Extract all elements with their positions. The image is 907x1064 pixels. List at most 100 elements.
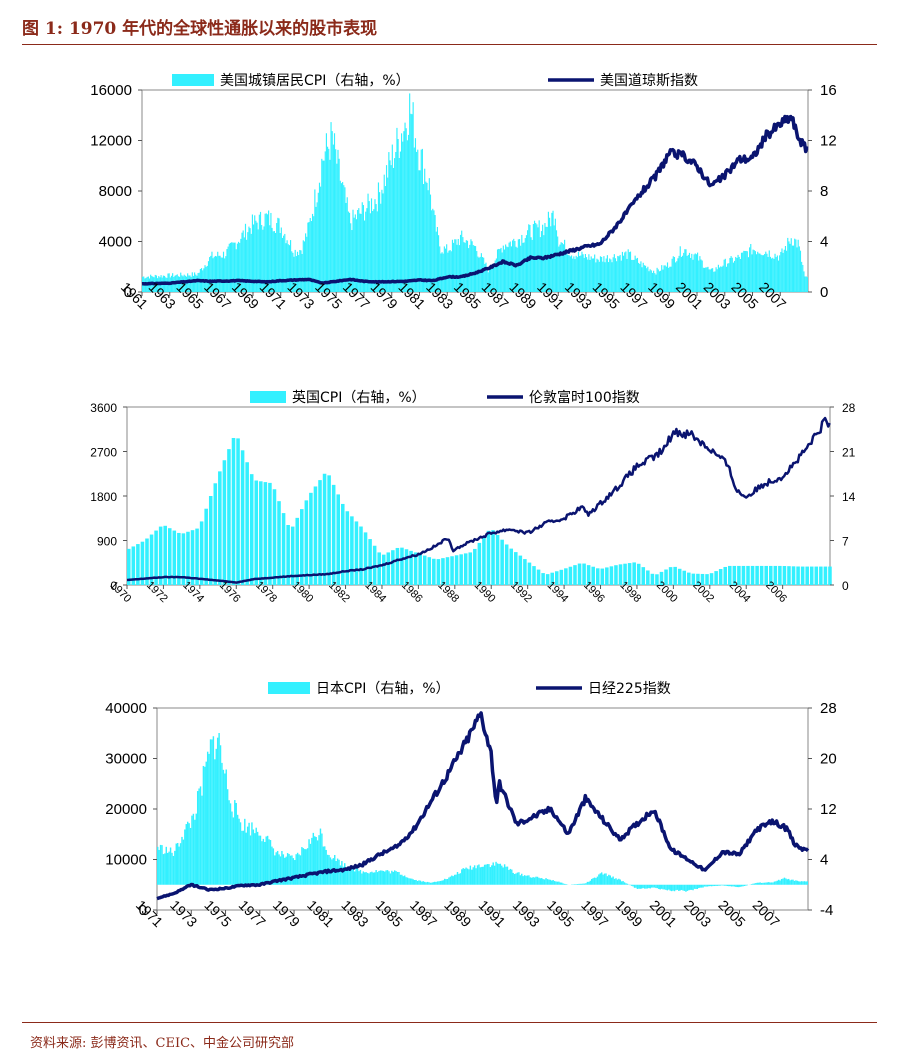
- cpi-bar: [405, 877, 407, 885]
- cpi-bar: [310, 221, 312, 292]
- cpi-bar: [638, 884, 640, 889]
- cpi-bar: [185, 276, 188, 292]
- cpi-bar: [607, 262, 610, 292]
- cpi-bar: [797, 239, 799, 292]
- cpi-bar: [623, 563, 627, 585]
- cpi-bar: [276, 223, 278, 292]
- cpi-bar: [302, 848, 305, 885]
- cpi-bar: [776, 255, 778, 292]
- cpi-bar: [677, 258, 679, 292]
- cpi-bar: [446, 879, 449, 885]
- cpi-bar: [456, 871, 459, 885]
- cpi-bar: [684, 249, 686, 292]
- cpi-bar: [717, 264, 719, 292]
- cpi-bar: [728, 263, 730, 292]
- cpi-bar: [172, 530, 177, 585]
- cpi-bar: [502, 245, 504, 292]
- cpi-bar: [400, 547, 404, 585]
- cpi-bar: [168, 851, 170, 885]
- cpi-bar: [276, 850, 279, 885]
- cpi-bar: [800, 881, 803, 885]
- cpi-bar: [586, 881, 589, 885]
- cpi-bar: [575, 255, 577, 292]
- cpi-bar: [202, 765, 205, 885]
- cpi-bar: [372, 872, 374, 885]
- cpi-bar: [438, 881, 440, 885]
- cpi-bar: [191, 815, 193, 885]
- cpi-bar: [624, 252, 626, 292]
- bottom-rule: [22, 1022, 877, 1023]
- cpi-bar: [714, 571, 718, 585]
- cpi-bar: [651, 272, 654, 292]
- cpi-bar: [377, 552, 381, 585]
- cpi-bar: [646, 884, 649, 889]
- cpi-bar: [172, 855, 175, 885]
- cpi-bar: [218, 255, 220, 292]
- cpi-bar: [550, 572, 554, 585]
- cpi-bar: [615, 878, 617, 885]
- cpi-bar: [242, 830, 245, 885]
- cpi-bar: [635, 258, 637, 292]
- cpi-bar: [378, 870, 380, 885]
- cpi-bar: [443, 246, 445, 292]
- cpi-bar: [201, 795, 203, 885]
- cpi-bar: [508, 869, 510, 885]
- cpi-bar: [188, 823, 190, 885]
- cpi-bar: [184, 829, 186, 885]
- cpi-bar: [506, 866, 509, 885]
- cpi-bar: [641, 267, 643, 292]
- cpi-bar: [679, 884, 681, 891]
- cpi-bar: [225, 769, 227, 885]
- cpi-bar: [669, 266, 671, 292]
- cpi-bar: [798, 246, 800, 292]
- cpi-bar: [458, 873, 460, 885]
- cpi-bar: [654, 273, 656, 292]
- cpi-bar: [636, 257, 639, 292]
- cpi-bar: [295, 256, 297, 292]
- cpi-bar: [433, 881, 436, 885]
- right-axis-label: 4: [820, 234, 828, 251]
- cpi-bar: [594, 254, 596, 292]
- cpi-bar: [268, 482, 272, 585]
- cpi-bar: [352, 869, 355, 885]
- cpi-bar: [219, 255, 221, 292]
- cpi-bar: [793, 880, 796, 885]
- cpi-bar: [158, 849, 160, 885]
- cpi-bar: [774, 253, 776, 292]
- cpi-bar: [681, 255, 684, 292]
- cpi-bar: [269, 840, 272, 885]
- cpi-bar: [338, 158, 340, 292]
- cpi-bar: [428, 882, 430, 885]
- cpi-bar: [252, 829, 255, 885]
- cpi-bar: [404, 549, 409, 585]
- cpi-bar: [177, 276, 179, 292]
- cpi-bar: [338, 859, 340, 885]
- cpi-bar: [692, 884, 694, 891]
- cpi-bar: [264, 213, 266, 292]
- cpi-bar: [145, 538, 149, 585]
- cpi-bar: [644, 265, 647, 292]
- cpi-bar: [288, 245, 290, 292]
- cpi-bar: [295, 854, 297, 885]
- cpi-bar: [498, 863, 500, 885]
- cpi-bar: [179, 843, 182, 885]
- cpi-bar: [425, 181, 427, 292]
- cpi-bar: [512, 872, 514, 885]
- cpi-bar: [792, 245, 795, 292]
- cpi-bar: [432, 882, 434, 885]
- cpi-bar: [479, 867, 482, 885]
- cpi-bar: [605, 873, 607, 885]
- cpi-bar: [740, 252, 743, 292]
- cpi-bar: [782, 252, 784, 292]
- cpi-bar: [459, 234, 462, 292]
- cpi-bar: [609, 566, 614, 585]
- cpi-bar: [496, 249, 499, 292]
- cpi-bar: [346, 866, 349, 885]
- cpi-bar: [657, 269, 659, 292]
- cpi-bar: [293, 256, 295, 292]
- cpi-bar: [488, 864, 490, 885]
- cpi-bar: [655, 884, 657, 889]
- cpi-bar: [283, 235, 285, 292]
- cpi-bar: [589, 880, 591, 885]
- right-axis-label: 14: [842, 490, 856, 504]
